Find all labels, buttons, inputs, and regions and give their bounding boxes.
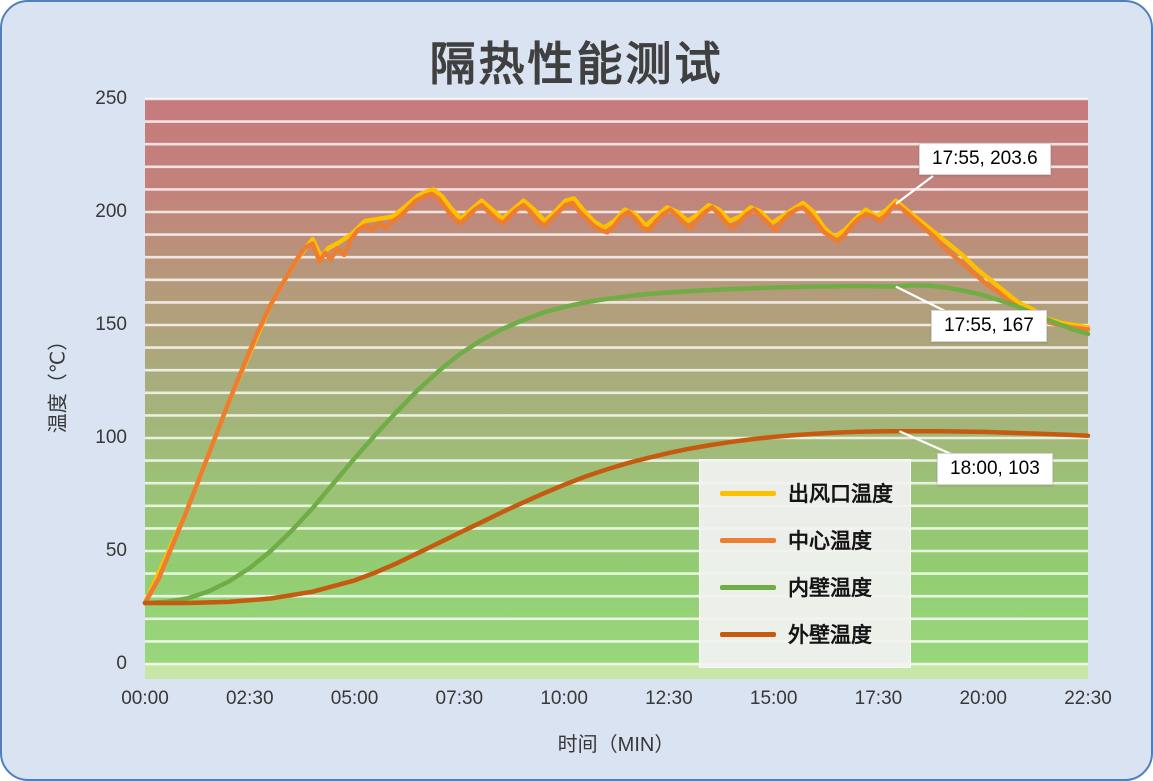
x-axis-title: 时间（MIN） <box>557 734 675 756</box>
annotation-label-center: 17:55, 203.6 <box>919 143 1051 175</box>
x-tick-label: 07:30 <box>435 688 484 709</box>
annotation-leader <box>895 285 946 312</box>
x-tick-label: 20:00 <box>959 688 1007 709</box>
x-tick-label: 17:30 <box>854 688 903 709</box>
legend-item-inner: 内壁温度 <box>720 572 890 602</box>
y-tick-label: 100 <box>95 427 127 448</box>
annotation-leader <box>895 175 934 205</box>
legend-label-outer: 外壁温度 <box>788 624 872 647</box>
legend-label-outlet: 出风口温度 <box>788 483 893 506</box>
series-line-inner <box>142 282 1091 606</box>
x-tick-label: 02:30 <box>225 688 274 709</box>
series-line-center <box>142 191 1091 606</box>
x-tick-label: 12:30 <box>645 688 693 709</box>
legend-label-inner: 内壁温度 <box>788 577 872 600</box>
x-tick-label: 22:30 <box>1064 688 1112 709</box>
legend-swatch-center <box>720 537 776 543</box>
legend-swatch-outer <box>720 631 776 637</box>
legend-item-outlet: 出风口温度 <box>720 478 893 508</box>
y-axis-title: 温度（℃） <box>47 330 70 434</box>
chart-title: 隔热性能测试 <box>429 38 724 90</box>
annotation-label-inner: 17:55, 167 <box>931 310 1047 342</box>
y-tick-label: 250 <box>95 88 127 109</box>
y-tick-label: 150 <box>95 314 127 335</box>
legend: 出风口温度中心温度内壁温度外壁温度 <box>699 459 911 668</box>
y-tick-label: 200 <box>95 201 127 222</box>
y-tick-label: 0 <box>116 653 127 674</box>
legend-item-center: 中心温度 <box>720 525 890 555</box>
legend-swatch-outlet <box>720 490 776 496</box>
x-tick-label: 05:00 <box>330 688 379 709</box>
x-tick-label: 00:00 <box>121 688 169 709</box>
legend-swatch-inner <box>720 584 776 590</box>
x-tick-label: 15:00 <box>749 688 798 709</box>
y-tick-label: 50 <box>105 540 127 561</box>
legend-item-outer: 外壁温度 <box>720 619 890 649</box>
annotation-label-outer: 18:00, 103 <box>937 453 1053 485</box>
series-line-outer <box>142 428 1091 606</box>
series-line-outlet <box>142 187 1091 606</box>
annotation-leader <box>898 430 952 456</box>
x-tick-label: 10:00 <box>540 688 588 709</box>
legend-label-center: 中心温度 <box>788 530 872 553</box>
